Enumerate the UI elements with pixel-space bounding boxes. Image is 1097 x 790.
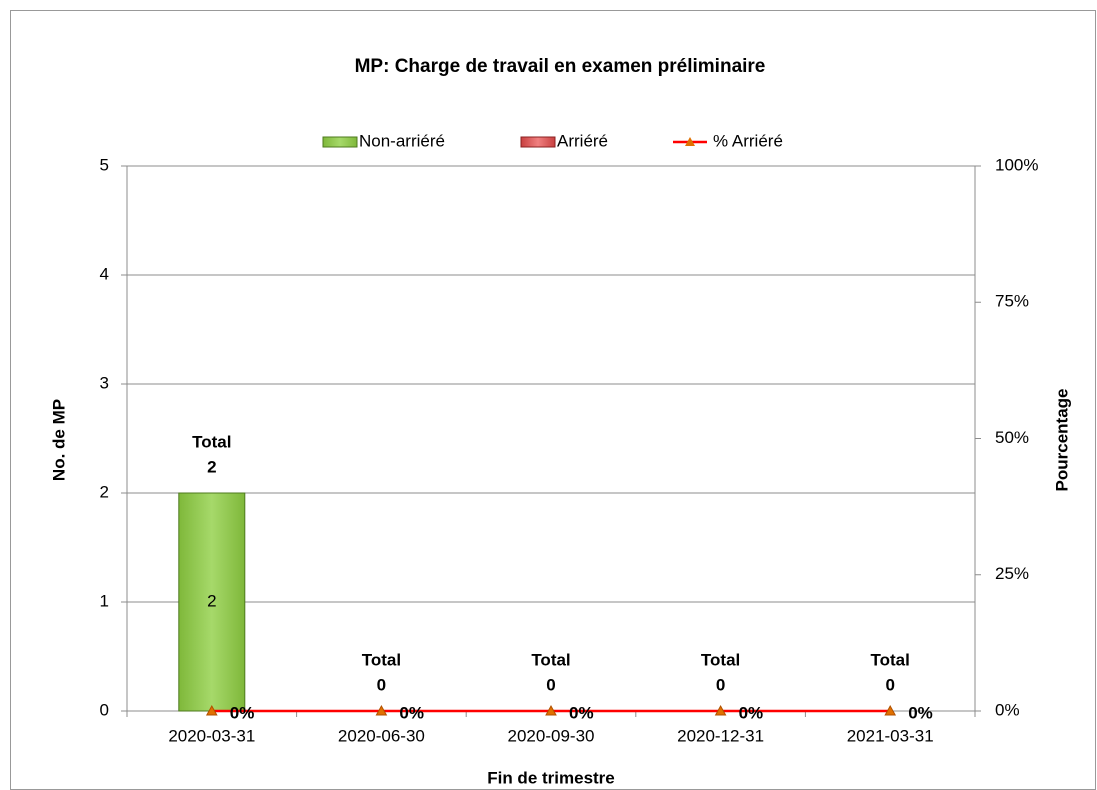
total-label: Total	[701, 650, 740, 669]
chart-frame	[10, 10, 1096, 790]
line-marker	[205, 704, 218, 716]
total-value: 2	[207, 457, 216, 476]
line-marker	[884, 704, 897, 716]
y2-tick-label: 50%	[995, 428, 1029, 447]
line-value-label: 0%	[230, 703, 255, 722]
y-tick-label: 4	[100, 264, 109, 283]
y-tick-label: 2	[100, 482, 109, 501]
bar-label: 2	[207, 591, 216, 610]
y-tick-label: 5	[100, 155, 109, 174]
total-label: Total	[362, 650, 401, 669]
total-value: 0	[377, 675, 386, 694]
x-tick-label: 2020-06-30	[338, 726, 425, 745]
line-value-label: 0%	[739, 703, 764, 722]
x-tick-label: 2020-09-30	[508, 726, 595, 745]
y2-tick-label: 25%	[995, 564, 1029, 583]
legend-label: Arriéré	[557, 131, 608, 150]
legend-swatch	[520, 136, 556, 148]
line-value-label: 0%	[908, 703, 933, 722]
total-value: 0	[546, 675, 555, 694]
legend-label: Non-arriéré	[359, 131, 445, 150]
y2-tick-label: 75%	[995, 292, 1029, 311]
x-tick-label: 2020-03-31	[168, 726, 255, 745]
total-value: 0	[885, 675, 894, 694]
x-tick-label: 2021-03-31	[847, 726, 934, 745]
y-axis-title: No. de MP	[49, 399, 68, 481]
y-tick-label: 1	[100, 591, 109, 610]
legend-marker	[685, 137, 695, 146]
total-value: 0	[716, 675, 725, 694]
total-label: Total	[871, 650, 910, 669]
line-value-label: 0%	[399, 703, 424, 722]
line-value-label: 0%	[569, 703, 594, 722]
y2-tick-label: 100%	[995, 155, 1038, 174]
y2-tick-label: 0%	[995, 700, 1020, 719]
total-label: Total	[531, 650, 570, 669]
x-tick-label: 2020-12-31	[677, 726, 764, 745]
chart-title: MP: Charge de travail en examen prélimin…	[355, 56, 766, 77]
y-tick-label: 0	[100, 700, 109, 719]
line-marker	[714, 704, 727, 716]
total-label: Total	[192, 432, 231, 451]
x-axis-title: Fin de trimestre	[487, 768, 615, 787]
line-marker	[375, 704, 388, 716]
line-marker	[545, 704, 557, 716]
y2-axis-title: Pourcentage	[1052, 389, 1071, 492]
y-tick-label: 3	[100, 373, 109, 392]
legend-label: % Arriéré	[713, 131, 783, 150]
legend-swatch	[322, 136, 358, 148]
